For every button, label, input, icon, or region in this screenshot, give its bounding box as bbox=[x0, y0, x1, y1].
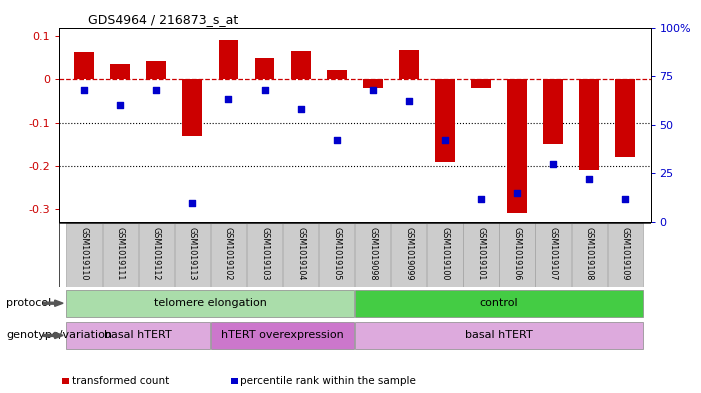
Point bbox=[584, 176, 595, 182]
Point bbox=[547, 160, 559, 167]
Text: hTERT overexpression: hTERT overexpression bbox=[222, 330, 344, 340]
Point bbox=[114, 102, 125, 108]
Bar bbox=[615, 79, 635, 157]
Bar bbox=[147, 61, 166, 79]
Text: control: control bbox=[479, 298, 518, 308]
Text: telomere elongation: telomere elongation bbox=[154, 298, 267, 308]
Bar bbox=[110, 64, 130, 79]
Bar bbox=[283, 223, 318, 287]
Bar bbox=[571, 223, 607, 287]
Bar bbox=[291, 51, 311, 79]
Bar bbox=[355, 223, 390, 287]
Text: basal hTERT: basal hTERT bbox=[104, 330, 172, 340]
Bar bbox=[102, 223, 138, 287]
Text: GSM1019103: GSM1019103 bbox=[260, 227, 269, 281]
Bar bbox=[211, 322, 354, 349]
Text: transformed count: transformed count bbox=[72, 376, 169, 386]
Text: GSM1019099: GSM1019099 bbox=[404, 227, 414, 281]
Point bbox=[620, 196, 631, 202]
Text: GSM1019104: GSM1019104 bbox=[296, 227, 305, 281]
Text: GSM1019100: GSM1019100 bbox=[440, 227, 449, 281]
Text: protocol: protocol bbox=[6, 298, 52, 308]
Bar bbox=[471, 79, 491, 88]
Point bbox=[295, 106, 306, 112]
Point bbox=[475, 196, 486, 202]
Bar bbox=[247, 223, 283, 287]
Bar bbox=[355, 322, 643, 349]
Text: GSM1019102: GSM1019102 bbox=[224, 227, 233, 281]
Bar bbox=[211, 223, 246, 287]
Bar bbox=[74, 52, 94, 79]
Text: GSM1019110: GSM1019110 bbox=[80, 227, 88, 281]
Point bbox=[223, 96, 234, 103]
Text: GDS4964 / 216873_s_at: GDS4964 / 216873_s_at bbox=[88, 13, 239, 26]
Point bbox=[79, 86, 90, 93]
Bar bbox=[543, 79, 563, 144]
Bar bbox=[608, 223, 643, 287]
Point bbox=[440, 137, 451, 143]
Point bbox=[403, 98, 414, 105]
Point bbox=[259, 86, 270, 93]
Point bbox=[186, 199, 198, 206]
Bar bbox=[67, 322, 210, 349]
Bar bbox=[499, 223, 535, 287]
Point bbox=[331, 137, 342, 143]
Point bbox=[367, 86, 379, 93]
Text: genotype/variation: genotype/variation bbox=[6, 331, 112, 340]
Bar bbox=[355, 290, 643, 317]
Text: basal hTERT: basal hTERT bbox=[465, 330, 533, 340]
Bar bbox=[319, 223, 354, 287]
Bar bbox=[427, 223, 463, 287]
Bar bbox=[391, 223, 426, 287]
Bar bbox=[579, 79, 599, 170]
Bar bbox=[139, 223, 174, 287]
Bar bbox=[219, 40, 238, 79]
Text: GSM1019113: GSM1019113 bbox=[188, 227, 197, 281]
Text: percentile rank within the sample: percentile rank within the sample bbox=[240, 376, 416, 386]
Bar bbox=[67, 290, 354, 317]
Bar bbox=[435, 79, 455, 162]
Text: GSM1019111: GSM1019111 bbox=[116, 227, 125, 281]
Bar bbox=[67, 223, 102, 287]
Text: GSM1019108: GSM1019108 bbox=[585, 227, 594, 281]
Bar bbox=[182, 79, 203, 136]
Point bbox=[151, 86, 162, 93]
Text: GSM1019101: GSM1019101 bbox=[477, 227, 486, 281]
Point bbox=[512, 190, 523, 196]
Bar bbox=[175, 223, 210, 287]
Bar bbox=[507, 79, 527, 213]
Bar bbox=[363, 79, 383, 88]
Text: GSM1019106: GSM1019106 bbox=[512, 227, 522, 281]
Text: GSM1019112: GSM1019112 bbox=[152, 227, 161, 281]
Bar bbox=[463, 223, 498, 287]
Bar bbox=[536, 223, 571, 287]
Bar bbox=[254, 58, 274, 79]
Bar bbox=[327, 70, 346, 79]
Text: GSM1019098: GSM1019098 bbox=[368, 227, 377, 281]
Text: GSM1019109: GSM1019109 bbox=[621, 227, 629, 281]
Text: GSM1019107: GSM1019107 bbox=[549, 227, 557, 281]
Text: GSM1019105: GSM1019105 bbox=[332, 227, 341, 281]
Bar bbox=[399, 50, 418, 79]
